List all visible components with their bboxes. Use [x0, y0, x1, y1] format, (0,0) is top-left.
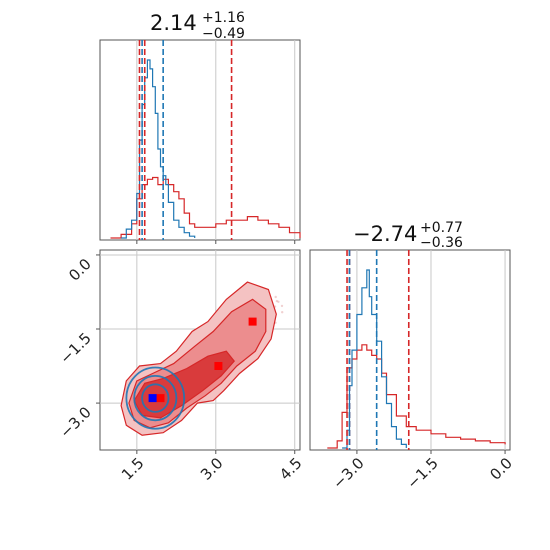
contour-blue-1	[125, 366, 186, 430]
sample-point	[274, 295, 277, 299]
title-param2-lower: −0.36	[420, 235, 463, 251]
contour-blue-3	[141, 383, 170, 413]
x-tick-label-param2: −3.0	[329, 454, 367, 492]
y-tick-label-param2: −3.0	[56, 403, 94, 441]
contour-blue-2	[133, 374, 178, 422]
x-tick-label-param1: 4.5	[276, 454, 306, 484]
panel-frame	[309, 249, 511, 451]
joint-panel	[96, 249, 301, 454]
panel-frame	[99, 249, 301, 451]
tick-labels: 1.5 3.0 4.5 −3.0 −1.5 0.0 0.0 −1.5 −3.0	[56, 255, 516, 493]
histogram-blue	[342, 269, 407, 449]
title-param2-upper: +0.77	[420, 220, 463, 236]
panel-frame	[99, 39, 301, 241]
marker-red	[248, 317, 257, 326]
title-param2-median: −2.74	[353, 222, 417, 246]
sample-point	[277, 300, 280, 303]
y-tick-label-param2: −1.5	[56, 329, 94, 367]
title-param1-lower: −0.49	[202, 26, 245, 42]
title-param1-median: 2.14	[150, 11, 197, 35]
marker-red	[156, 394, 165, 403]
histogram-blue	[121, 59, 196, 239]
marker-red	[214, 362, 223, 370]
sample-point	[280, 304, 284, 308]
histogram-red	[327, 344, 506, 449]
marginal-panel-param2	[309, 249, 511, 454]
y-tick-label-param2: 0.0	[65, 255, 95, 285]
sample-point	[281, 311, 284, 314]
marginal-panel-param1	[99, 39, 301, 244]
x-tick-label-param2: 0.0	[486, 454, 516, 484]
marker-blue	[148, 394, 157, 403]
title-param1-upper: +1.16	[202, 10, 245, 26]
x-tick-label-param2: −1.5	[403, 454, 441, 492]
x-tick-label-param1: 3.0	[197, 454, 227, 484]
x-tick-label-param1: 1.5	[118, 454, 148, 484]
